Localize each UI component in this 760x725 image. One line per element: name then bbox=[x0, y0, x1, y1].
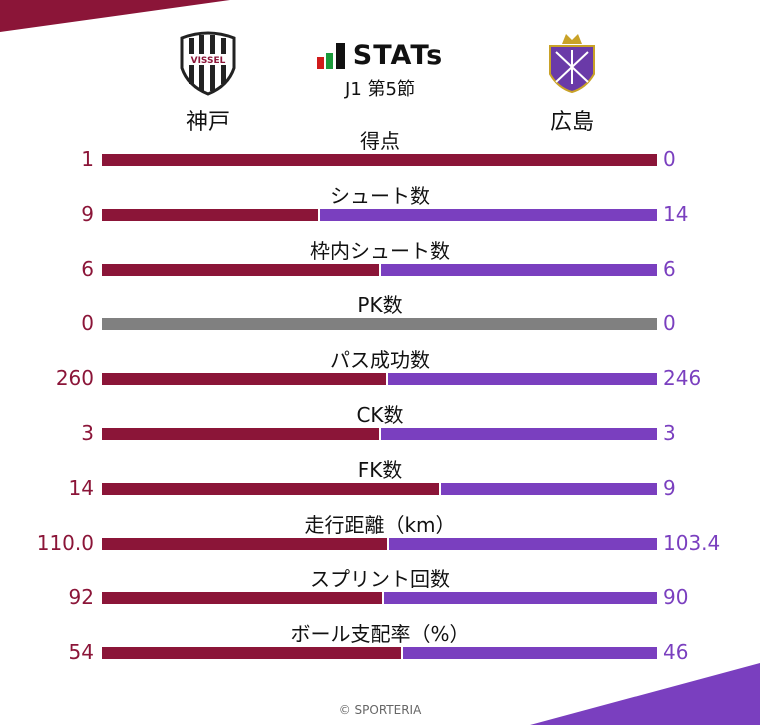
away-value: 6 bbox=[663, 256, 676, 281]
stat-label: 枠内シュート数 bbox=[310, 238, 450, 263]
away-value: 103.4 bbox=[663, 530, 721, 555]
away-bar-segment bbox=[389, 537, 657, 550]
svg-text:VISSEL: VISSEL bbox=[191, 56, 226, 66]
stat-row: 走行距離（km） 110.0 103.4 bbox=[0, 509, 760, 564]
home-value: 3 bbox=[81, 421, 94, 445]
home-bar-segment bbox=[102, 537, 388, 550]
away-value: 90 bbox=[663, 585, 689, 610]
home-value: 92 bbox=[68, 585, 94, 610]
round-label: J1 第5節 bbox=[345, 79, 415, 100]
home-bar-segment bbox=[102, 647, 401, 660]
stat-label: パス成功数 bbox=[330, 348, 430, 373]
copyright: © SPORTERIA bbox=[338, 703, 422, 717]
stat-row: CK数 3 3 bbox=[0, 399, 760, 454]
away-bar-segment bbox=[380, 263, 657, 276]
away-value: 3 bbox=[663, 421, 676, 445]
home-team-name: 神戸 bbox=[185, 110, 230, 135]
home-value: 1 bbox=[81, 147, 94, 171]
home-value: 110.0 bbox=[36, 530, 94, 555]
vissel-logo-icon: VISSEL bbox=[180, 31, 236, 96]
stat-label: PK数 bbox=[357, 293, 403, 318]
brand-text: STATs bbox=[352, 40, 444, 71]
home-bar-segment bbox=[102, 373, 387, 386]
away-team-name: 広島 bbox=[549, 110, 594, 135]
stat-row: パス成功数 260 246 bbox=[0, 344, 760, 399]
away-value: 14 bbox=[663, 201, 689, 226]
stat-bar bbox=[102, 318, 657, 331]
stats-title: STATs J1 第5節 bbox=[280, 40, 480, 101]
stats-bar-logo-icon bbox=[316, 42, 345, 69]
away-team: 広島 bbox=[522, 30, 622, 136]
home-bar-segment bbox=[102, 208, 319, 221]
corner-decoration-top bbox=[0, 0, 230, 32]
stat-label: スプリント回数 bbox=[310, 567, 450, 592]
home-bar-segment bbox=[102, 428, 379, 440]
sanfrecce-logo-icon bbox=[549, 34, 595, 94]
stat-row: 得点 1 0 bbox=[0, 125, 760, 180]
stat-bar bbox=[102, 154, 657, 166]
stat-row: FK数 14 9 bbox=[0, 454, 760, 509]
away-value: 46 bbox=[663, 640, 689, 665]
home-value: 0 bbox=[81, 311, 94, 336]
stat-bar bbox=[102, 482, 657, 495]
stat-bar bbox=[102, 373, 657, 386]
home-bar-segment bbox=[102, 154, 657, 166]
stat-label: FK数 bbox=[357, 457, 403, 482]
stat-bar bbox=[102, 428, 657, 440]
away-bar-segment bbox=[388, 373, 657, 386]
home-value: 260 bbox=[55, 366, 94, 391]
stat-label: 走行距離（km） bbox=[304, 512, 456, 537]
stat-row: ボール支配率（%） 54 46 bbox=[0, 618, 760, 673]
away-value: 9 bbox=[663, 475, 676, 500]
home-value: 6 bbox=[81, 256, 94, 281]
away-value: 0 bbox=[663, 311, 676, 336]
away-bar-segment bbox=[402, 647, 657, 660]
home-bar-segment bbox=[102, 482, 439, 495]
home-value: 54 bbox=[68, 640, 94, 665]
stat-bar bbox=[102, 592, 657, 605]
away-bar-segment bbox=[320, 208, 657, 221]
stat-row: 枠内シュート数 6 6 bbox=[0, 235, 760, 290]
stat-row: PK数 0 0 bbox=[0, 289, 760, 344]
home-team: VISSEL 神戸 bbox=[158, 30, 258, 136]
stat-label: CK数 bbox=[356, 403, 404, 427]
home-bar-segment bbox=[102, 263, 379, 276]
away-bar-segment bbox=[380, 428, 657, 440]
stat-label: ボール支配率（%） bbox=[290, 622, 470, 647]
away-bar-segment bbox=[383, 592, 657, 605]
home-value: 14 bbox=[68, 475, 94, 500]
stat-row: シュート数 9 14 bbox=[0, 180, 760, 235]
away-value: 246 bbox=[663, 366, 702, 391]
stat-row: スプリント回数 92 90 bbox=[0, 563, 760, 618]
away-bar-segment bbox=[440, 482, 657, 495]
stat-bar bbox=[102, 647, 657, 660]
home-bar-segment bbox=[102, 592, 382, 605]
stat-label: シュート数 bbox=[330, 183, 430, 208]
away-value: 0 bbox=[663, 147, 676, 171]
stat-bar bbox=[102, 263, 657, 276]
corner-decoration-bottom bbox=[530, 663, 760, 725]
stat-label: 得点 bbox=[360, 129, 400, 153]
stat-bar bbox=[102, 208, 657, 221]
stat-bar bbox=[102, 537, 657, 550]
home-value: 9 bbox=[81, 201, 94, 226]
neutral-bar-segment bbox=[102, 318, 657, 331]
